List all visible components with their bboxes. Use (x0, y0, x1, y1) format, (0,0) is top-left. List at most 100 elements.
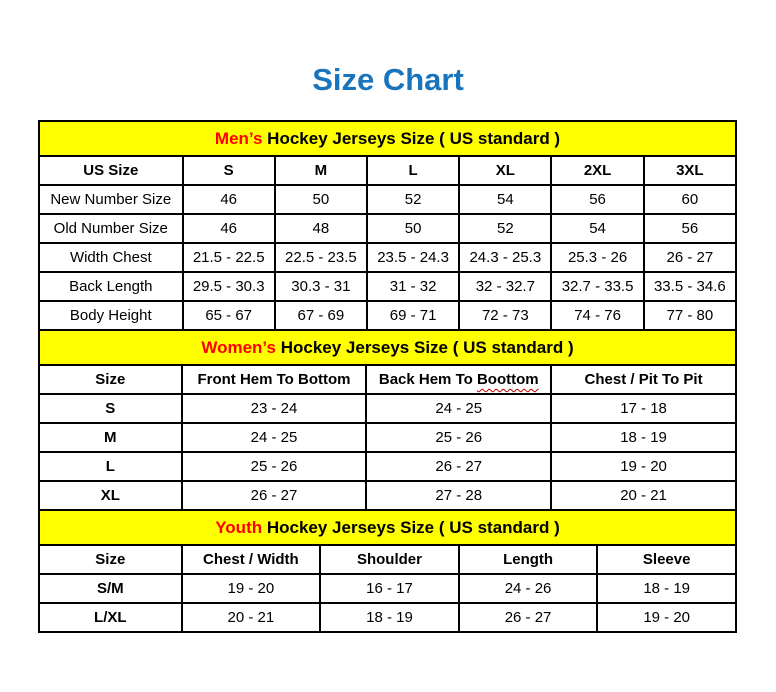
womens-header-row: Size Front Hem To Bottom Back Hem To Boott… (38, 364, 737, 395)
data-cell: 20 - 21 (550, 480, 737, 511)
youth-size-section: Youth Hockey Jerseys Size ( US standard … (38, 509, 737, 633)
table-row: M 24 - 25 25 - 26 18 - 19 (38, 422, 737, 453)
data-cell: 20 - 21 (180, 602, 322, 633)
row-label: Old Number Size (38, 213, 184, 244)
data-cell: 18 - 19 (550, 422, 737, 453)
data-cell: 50 (273, 184, 368, 215)
header-text: Back Hem To (378, 371, 477, 388)
data-cell: 24.3 - 25.3 (458, 242, 553, 273)
data-cell: 46 (181, 184, 276, 215)
section-title: Men’s Hockey Jerseys Size ( US standard … (38, 120, 737, 157)
data-cell: 18 - 19 (596, 573, 737, 604)
data-cell: 30.3 - 31 (273, 271, 368, 302)
data-cell: 56 (642, 213, 738, 244)
data-cell: 26 - 27 (457, 602, 599, 633)
row-label: S/M (38, 573, 183, 604)
mens-header-row: US Size S M L XL 2XL 3XL (38, 155, 738, 186)
data-cell: 77 - 80 (642, 300, 738, 331)
misspelled-word: Boottom (476, 371, 539, 388)
data-cell: 32.7 - 33.5 (550, 271, 645, 302)
header-cell: Sleeve (596, 544, 737, 575)
section-title-rest: Hockey Jerseys Size ( US standard ) (275, 337, 574, 357)
data-cell: 16 - 17 (319, 573, 460, 604)
section-title-rest: Hockey Jerseys Size ( US standard ) (262, 517, 560, 537)
section-band-mens: Men’s Hockey Jerseys Size ( US standard … (38, 120, 737, 157)
row-label: Width Chest (38, 242, 184, 273)
table-row: Width Chest 21.5 - 22.5 22.5 - 23.5 23.5 - … (38, 242, 738, 273)
header-cell: 3XL (642, 155, 738, 186)
table-row: S 23 - 24 24 - 25 17 - 18 (38, 393, 737, 424)
data-cell: 18 - 19 (319, 602, 460, 633)
header-cell: Size (38, 364, 183, 395)
mens-size-table: Men’s Hockey Jerseys Size ( US standard … (38, 120, 738, 331)
data-cell: 27 - 28 (365, 480, 553, 511)
data-cell: 22.5 - 23.5 (273, 242, 368, 273)
data-cell: 29.5 - 30.3 (181, 271, 276, 302)
data-cell: 23.5 - 24.3 (365, 242, 461, 273)
section-title: Women’s Hockey Jerseys Size ( US standar… (38, 329, 737, 366)
data-cell: 21.5 - 22.5 (181, 242, 276, 273)
row-label: L (38, 451, 183, 482)
data-cell: 74 - 76 (550, 300, 645, 331)
header-cell: L (365, 155, 461, 186)
data-cell: 60 (642, 184, 738, 215)
header-cell: Front Hem To Bottom (180, 364, 368, 395)
data-cell: 31 - 32 (365, 271, 461, 302)
section-title-highlight: Youth (215, 517, 263, 537)
section-title: Youth Hockey Jerseys Size ( US standard … (38, 509, 737, 546)
table-row: XL 26 - 27 27 - 28 20 - 21 (38, 480, 737, 511)
data-cell: 19 - 20 (596, 602, 737, 633)
table-row: Body Height 65 - 67 67 - 69 69 - 71 72 - 73 7… (38, 300, 738, 331)
data-cell: 24 - 25 (180, 422, 368, 453)
header-cell: S (181, 155, 276, 186)
row-label: Body Height (38, 300, 184, 331)
header-cell: M (273, 155, 368, 186)
data-cell: 52 (458, 213, 553, 244)
header-cell: Shoulder (319, 544, 460, 575)
data-cell: 26 - 27 (180, 480, 368, 511)
data-cell: 54 (458, 184, 553, 215)
youth-size-table: Youth Hockey Jerseys Size ( US standard … (38, 509, 737, 633)
row-label: XL (38, 480, 183, 511)
section-title-highlight: Men’s (214, 128, 263, 148)
womens-size-section: Women’s Hockey Jerseys Size ( US standar… (38, 329, 737, 511)
row-label: New Number Size (38, 184, 184, 215)
header-cell: US Size (38, 155, 184, 186)
data-cell: 19 - 20 (550, 451, 737, 482)
data-cell: 25 - 26 (365, 422, 553, 453)
table-row: Old Number Size 46 48 50 52 54 56 (38, 213, 738, 244)
header-cell: Back Hem To Boottom (365, 364, 553, 395)
data-cell: 24 - 25 (365, 393, 553, 424)
data-cell: 67 - 69 (273, 300, 368, 331)
section-band-womens: Women’s Hockey Jerseys Size ( US standar… (38, 329, 737, 366)
data-cell: 52 (365, 184, 461, 215)
page-title: Size Chart (312, 62, 464, 97)
data-cell: 26 - 27 (365, 451, 553, 482)
table-row: New Number Size 46 50 52 54 56 60 (38, 184, 738, 215)
data-cell: 32 - 32.7 (458, 271, 553, 302)
section-title-rest: Hockey Jerseys Size ( US standard ) (262, 128, 561, 148)
data-cell: 17 - 18 (550, 393, 737, 424)
data-cell: 65 - 67 (181, 300, 276, 331)
youth-header-row: Size Chest / Width Shoulder Length Sleeve (38, 544, 737, 575)
data-cell: 46 (181, 213, 276, 244)
header-cell: 2XL (550, 155, 645, 186)
row-label: Back Length (38, 271, 184, 302)
data-cell: 26 - 27 (642, 242, 738, 273)
data-cell: 54 (550, 213, 645, 244)
mens-size-section: Men’s Hockey Jerseys Size ( US standard … (38, 120, 738, 331)
size-chart-tables: Men’s Hockey Jerseys Size ( US standard … (38, 120, 738, 633)
data-cell: 33.5 - 34.6 (642, 271, 738, 302)
row-label: M (38, 422, 183, 453)
data-cell: 23 - 24 (180, 393, 368, 424)
table-row: S/M 19 - 20 16 - 17 24 - 26 18 - 19 (38, 573, 737, 604)
row-label: S (38, 393, 183, 424)
data-cell: 56 (550, 184, 645, 215)
table-row: L/XL 20 - 21 18 - 19 26 - 27 19 - 20 (38, 602, 737, 633)
data-cell: 25 - 26 (180, 451, 368, 482)
table-row: L 25 - 26 26 - 27 19 - 20 (38, 451, 737, 482)
header-cell: Length (457, 544, 599, 575)
header-cell: Size (38, 544, 183, 575)
row-label: L/XL (38, 602, 183, 633)
